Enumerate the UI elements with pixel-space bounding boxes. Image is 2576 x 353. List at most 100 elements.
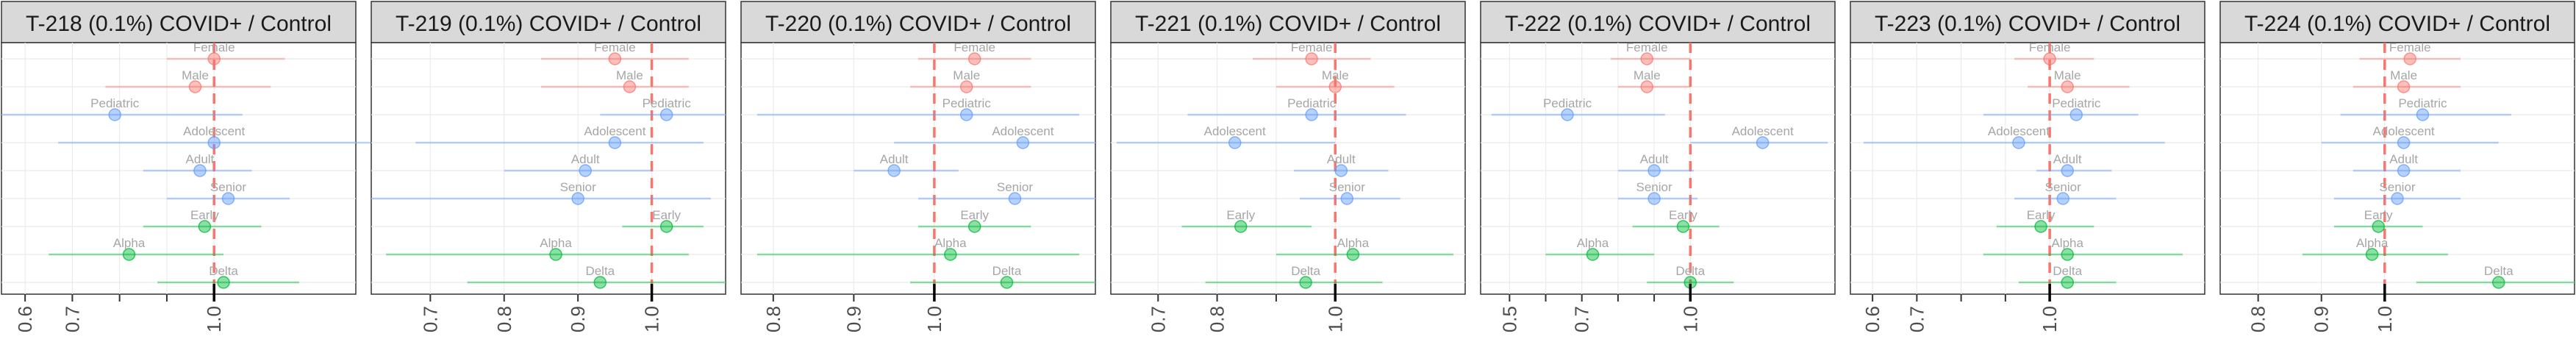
point-label: Alpha: [1337, 236, 1370, 250]
point-label: Early: [652, 208, 681, 222]
point-label: Early: [1669, 208, 1697, 222]
point-label: Adolescent: [992, 124, 1053, 138]
tick-label: 0.7: [1906, 306, 1928, 332]
tick-label: 1.0: [2039, 306, 2061, 332]
facet-title: T-221 (0.1%) COVID+ / Control: [1135, 12, 1441, 36]
data-point-female: Female: [166, 40, 285, 65]
point-estimate: [887, 164, 901, 177]
point-label: Delta: [209, 264, 238, 278]
point-estimate: [1346, 248, 1360, 261]
point-label: Adolescent: [1732, 124, 1794, 138]
tick-label: 1.0: [641, 306, 663, 332]
point-label: Delta: [1291, 264, 1320, 278]
point-label: Delta: [2053, 264, 2082, 278]
point-estimate: [2056, 192, 2069, 205]
point-estimate: [959, 108, 973, 121]
point-label: Senior: [997, 180, 1033, 194]
point-label: Alpha: [2051, 236, 2083, 250]
tick-label: 1.0: [1324, 306, 1346, 332]
tick-label: 1.0: [1679, 306, 1701, 332]
tick-label: 0.9: [842, 306, 865, 332]
point-estimate: [2012, 136, 2025, 149]
point-label: Pediatric: [643, 96, 692, 110]
point-label: Male: [2390, 68, 2417, 82]
point-label: Senior: [2045, 180, 2081, 194]
data-point-alpha: Alpha: [49, 236, 224, 261]
point-estimate: [2061, 248, 2074, 261]
point-estimate: [571, 192, 584, 205]
data-point-delta: Delta: [1647, 264, 1734, 289]
point-label: Early: [960, 208, 989, 222]
tick-label: 1.0: [923, 306, 945, 332]
point-estimate: [1340, 192, 1354, 205]
point-estimate: [2397, 80, 2411, 93]
data-point-adolescent: Adolescent: [415, 124, 704, 149]
point-estimate: [1305, 52, 1318, 65]
point-estimate: [2043, 52, 2056, 65]
point-estimate: [2491, 276, 2505, 289]
point-estimate: [1640, 80, 1653, 93]
point-label: Early: [190, 208, 219, 222]
point-estimate: [1008, 192, 1022, 205]
data-point-senior: Senior: [2014, 180, 2117, 205]
point-label: Early: [1226, 208, 1255, 222]
data-point-early: Early: [143, 208, 262, 233]
data-point-senior: Senior: [166, 180, 290, 205]
point-label: Female: [594, 40, 636, 54]
point-label: Delta: [992, 264, 1022, 278]
data-point-adult: Adult: [1617, 152, 1695, 177]
point-estimate: [1640, 52, 1653, 65]
point-estimate: [944, 248, 957, 261]
data-point-pediatric: Pediatric: [2340, 96, 2511, 121]
data-point-male: Male: [540, 68, 689, 93]
data-point-female: Female: [918, 40, 1031, 65]
data-point-delta: Delta: [910, 264, 1095, 289]
point-estimate: [1228, 136, 1242, 149]
point-estimate: [659, 220, 673, 233]
point-label: Pediatric: [90, 96, 140, 110]
data-point-senior: Senior: [918, 180, 1095, 205]
point-label: Delta: [1675, 264, 1705, 278]
point-estimate: [967, 52, 981, 65]
point-estimate: [207, 136, 221, 149]
point-label: Female: [1626, 40, 1668, 54]
tick-label: 0.7: [1147, 306, 1169, 332]
plot-area: [740, 42, 1096, 295]
data-point-female: Female: [1611, 40, 1691, 65]
point-estimate: [593, 276, 607, 289]
facet-title: T-218 (0.1%) COVID+ / Control: [26, 12, 332, 36]
data-point-adolescent: Adolescent: [894, 124, 1095, 149]
tick-label: 0.8: [493, 306, 515, 332]
facet-strip: [1850, 1, 2205, 43]
data-point-pediatric: Pediatric: [600, 96, 726, 121]
point-label: Alpha: [1577, 236, 1609, 250]
point-label: Adolescent: [584, 124, 645, 138]
facet-title: T-220 (0.1%) COVID+ / Control: [765, 12, 1071, 36]
point-estimate: [2416, 108, 2430, 121]
data-point-early: Early: [918, 208, 1031, 233]
facet-strip: [740, 1, 1096, 43]
data-point-alpha: Alpha: [386, 236, 689, 261]
data-point-senior: Senior: [1300, 180, 1400, 205]
point-estimate: [1676, 220, 1690, 233]
facet-panel-6: T-223 (0.1%) COVID+ / Control Female Male P…: [1850, 1, 2205, 332]
point-estimate: [207, 52, 221, 65]
plot-area: [371, 42, 726, 295]
tick-label: 0.8: [2247, 306, 2269, 332]
point-label: Senior: [2379, 180, 2415, 194]
data-point-senior: Senior: [2333, 180, 2461, 205]
point-label: Female: [954, 40, 995, 54]
data-point-adult: Adult: [2036, 152, 2112, 177]
plot-area: [1, 42, 357, 295]
tick-label: 0.7: [419, 306, 441, 332]
data-point-alpha: Alpha: [2302, 236, 2448, 261]
facet-panel-5: T-222 (0.1%) COVID+ / Control Female Male P…: [1480, 1, 1836, 332]
point-estimate: [1000, 276, 1014, 289]
data-point-delta: Delta: [157, 264, 299, 289]
point-estimate: [659, 108, 673, 121]
data-point-pediatric: Pediatric: [1, 96, 243, 121]
point-estimate: [623, 80, 637, 93]
point-label: Senior: [210, 180, 246, 194]
data-point-early: Early: [622, 208, 704, 233]
